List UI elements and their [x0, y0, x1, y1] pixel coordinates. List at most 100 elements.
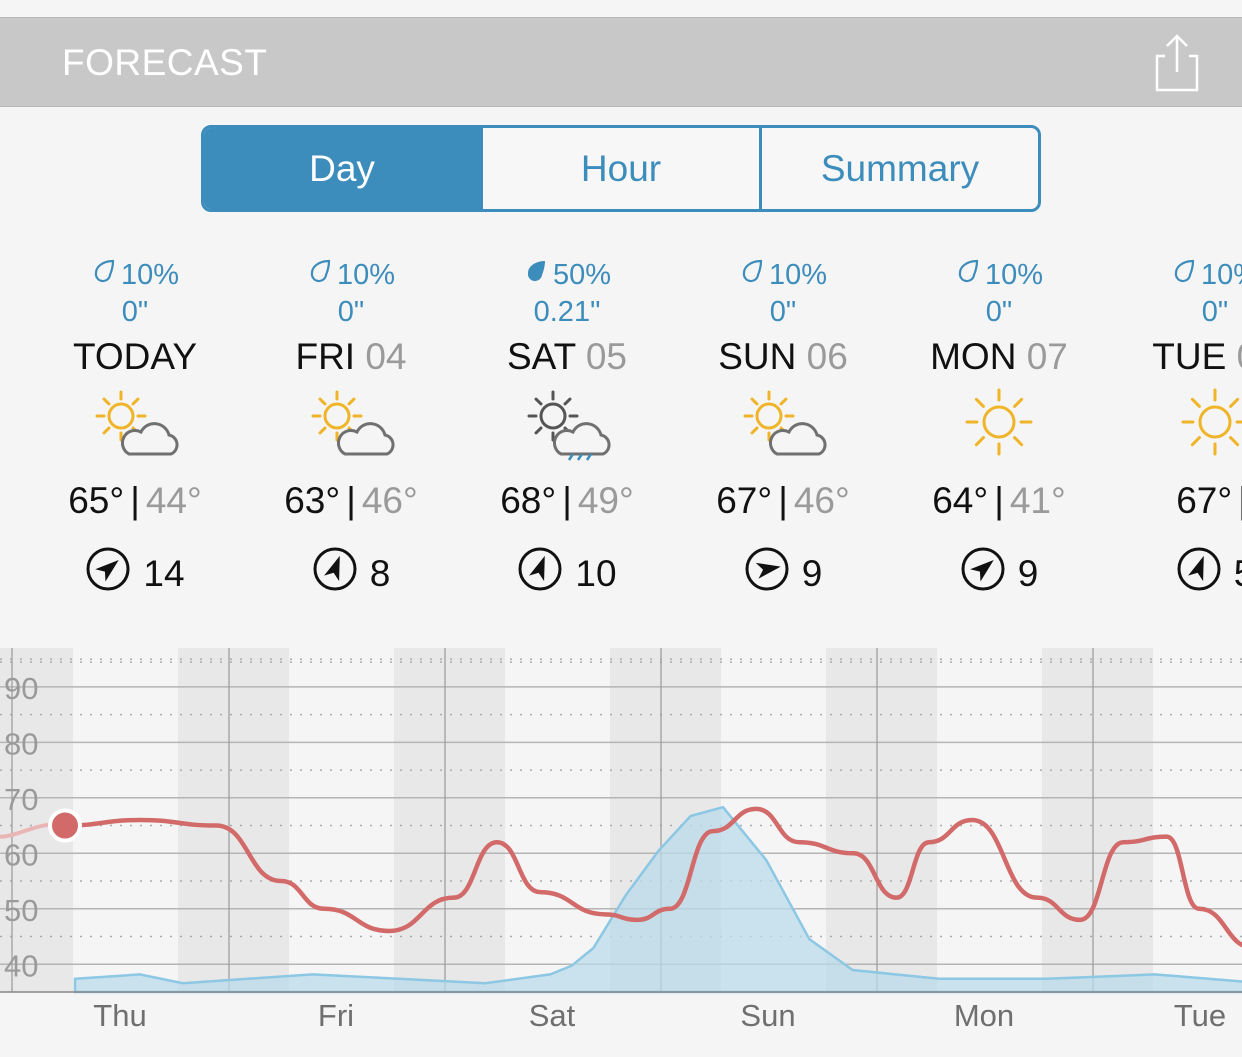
tab-hour[interactable]: Hour [480, 128, 759, 209]
temperature-range: 65° | 44° [25, 480, 245, 522]
precip-chance-value: 10% [336, 258, 396, 291]
day-date: 06 [806, 336, 848, 377]
day-column[interactable]: 10% 0" FRI 04 63° | 46° 8 [241, 250, 461, 610]
day-label: MON [930, 336, 1017, 377]
precip-amount: 0" [769, 296, 797, 328]
night-band [826, 648, 937, 992]
day-date: 05 [585, 336, 627, 377]
arrow-northeast-icon [85, 546, 131, 601]
low-temp: 44° [145, 480, 202, 521]
precip-amount: 0" [121, 296, 149, 328]
wind-info: 9 [889, 546, 1109, 601]
raindrop-icon [955, 258, 981, 292]
temperature-range: 68° | 49° [457, 480, 677, 522]
day-label: TUE [1152, 336, 1227, 377]
wind-info: 10 [457, 546, 677, 601]
day-column[interactable]: 10% 0" TODAY 65° | 44° 14 [25, 250, 245, 610]
arrow-east-icon [744, 546, 790, 601]
wind-speed: 5 [1234, 553, 1242, 595]
arrow-north-icon [517, 546, 563, 601]
page-title: FORECAST [62, 42, 268, 83]
current-temp-marker [48, 808, 82, 843]
status-strip [0, 0, 1242, 17]
precip-chance-value: 10% [768, 258, 828, 291]
low-temp: 46° [793, 480, 850, 521]
y-tick-label: 80 [4, 726, 38, 761]
day-date: 07 [1026, 336, 1068, 377]
rain-icon [517, 388, 617, 462]
precip-amount: 0.21" [533, 296, 601, 328]
header-bar: FORECAST [0, 17, 1242, 107]
day-column[interactable]: 10% 0" SUN 06 67° | 46° 9 [673, 250, 893, 610]
day-column[interactable]: 10% 0" TUE 08 67°| 5 [1105, 250, 1242, 610]
day-label: TODAY [72, 336, 198, 377]
tab-summary[interactable]: Summary [759, 128, 1038, 209]
precip-chance-value: 10% [984, 258, 1044, 291]
partly-cloudy-icon [733, 388, 833, 462]
temperature-range: 67° | 46° [673, 480, 893, 522]
day-name: MON 07 [889, 336, 1109, 378]
temp-separator: | [346, 480, 356, 521]
share-icon[interactable] [1152, 32, 1202, 94]
x-tick-label: Thu [93, 998, 146, 1033]
low-temp: 41° [1009, 480, 1066, 521]
y-tick-label: 90 [4, 671, 38, 706]
daily-forecast-row: 10% 0" TODAY 65° | 44° 14 10% 0" FRI 04 63… [0, 250, 1242, 610]
x-tick-label: Fri [318, 998, 354, 1033]
wind-info: 9 [673, 546, 893, 601]
arrow-northeast-icon [960, 546, 1006, 601]
day-name: FRI 04 [241, 336, 461, 378]
precip-chance-value: 10% [1200, 258, 1242, 291]
raindrop-icon [307, 258, 333, 292]
precip-chance: 10% [673, 258, 893, 292]
wind-info: 14 [25, 546, 245, 601]
sunny-icon [949, 388, 1049, 462]
x-tick-label: Mon [954, 998, 1014, 1033]
raindrop-icon [523, 258, 549, 292]
partly-cloudy-icon [85, 388, 185, 462]
low-temp: 49° [577, 480, 634, 521]
day-name: TODAY [25, 336, 245, 378]
day-date: 04 [365, 336, 407, 377]
precip-chance: 10% [889, 258, 1109, 292]
high-temp: 68° [500, 480, 557, 521]
temp-separator: | [1238, 480, 1242, 521]
y-tick-label: 60 [4, 837, 38, 872]
temperature-range: 64° | 41° [889, 480, 1109, 522]
precip-chance: 10% [1105, 258, 1242, 292]
raindrop-icon [739, 258, 765, 292]
day-date: 08 [1237, 336, 1242, 377]
high-temp: 65° [68, 480, 125, 521]
temperature-range: 63° | 46° [241, 480, 461, 522]
high-temp: 63° [284, 480, 341, 521]
precip-chance-value: 50% [552, 258, 612, 291]
low-temp: 46° [361, 480, 418, 521]
precip-chance: 10% [25, 258, 245, 292]
day-name: SAT 05 [457, 336, 677, 378]
night-band [394, 648, 505, 992]
day-column[interactable]: 50% 0.21" SAT 05 68° | 49° 10 [457, 250, 677, 610]
wind-info: 5 [1105, 546, 1242, 601]
day-column[interactable]: 10% 0" MON 07 64° | 41° 9 [889, 250, 1109, 610]
day-name: SUN 06 [673, 336, 893, 378]
sunny-icon [1165, 388, 1242, 462]
precip-chance: 10% [241, 258, 461, 292]
y-tick-label: 40 [4, 948, 38, 983]
precip-amount: 0" [1201, 296, 1229, 328]
wind-speed: 9 [1017, 552, 1039, 594]
tab-day[interactable]: Day [204, 128, 480, 209]
day-label: SUN [718, 336, 797, 377]
x-tick-label: Tue [1174, 998, 1226, 1033]
day-label: SAT [507, 336, 576, 377]
wind-info: 8 [241, 546, 461, 601]
temp-separator: | [994, 480, 1004, 521]
precip-chance: 50% [457, 258, 677, 292]
night-band [178, 648, 289, 992]
y-tick-label: 70 [4, 782, 38, 817]
x-tick-label: Sun [740, 998, 795, 1033]
temp-separator: | [130, 480, 140, 521]
forecast-chart: 90 80 70 60 50 40 Thu Fri Sat Sun Mon Tue [0, 648, 1242, 1033]
wind-speed: 9 [801, 552, 823, 594]
y-tick-label: 50 [4, 893, 38, 928]
day-name: TUE 08 [1105, 336, 1242, 378]
